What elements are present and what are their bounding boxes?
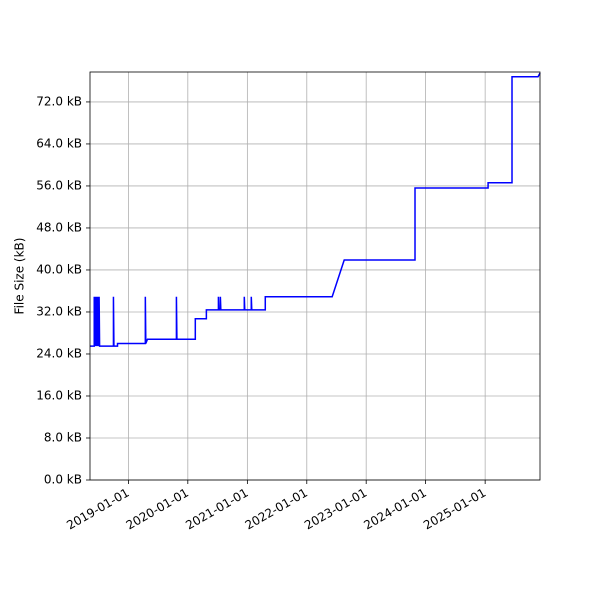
plot-frame <box>89 71 541 481</box>
x-tick-label: 2020-01-01 <box>124 486 191 533</box>
x-tick-label: 2024-01-01 <box>361 486 428 533</box>
data-line <box>90 72 541 347</box>
x-tick-label: 2021-01-01 <box>183 486 250 533</box>
y-tick-label: 8.0 kB <box>44 430 82 444</box>
y-tick-label: 48.0 kB <box>36 220 82 234</box>
y-tick-label: 16.0 kB <box>36 388 82 402</box>
y-tick-label: 0.0 kB <box>44 473 82 487</box>
x-tick-label: 2023-01-01 <box>302 486 369 533</box>
y-tick-label: 56.0 kB <box>36 178 82 192</box>
y-tick-label: 32.0 kB <box>36 304 82 318</box>
y-tick-label: 64.0 kB <box>36 136 82 150</box>
x-tick-label: 2019-01-01 <box>64 486 131 533</box>
y-axis-label: File Size (kB) <box>13 238 27 315</box>
y-tick-label: 24.0 kB <box>36 346 82 360</box>
y-tick-label: 40.0 kB <box>36 262 82 276</box>
x-tick-label: 2025-01-01 <box>421 486 488 533</box>
y-tick-label: 72.0 kB <box>36 94 82 108</box>
x-tick-label: 2022-01-01 <box>243 486 310 533</box>
